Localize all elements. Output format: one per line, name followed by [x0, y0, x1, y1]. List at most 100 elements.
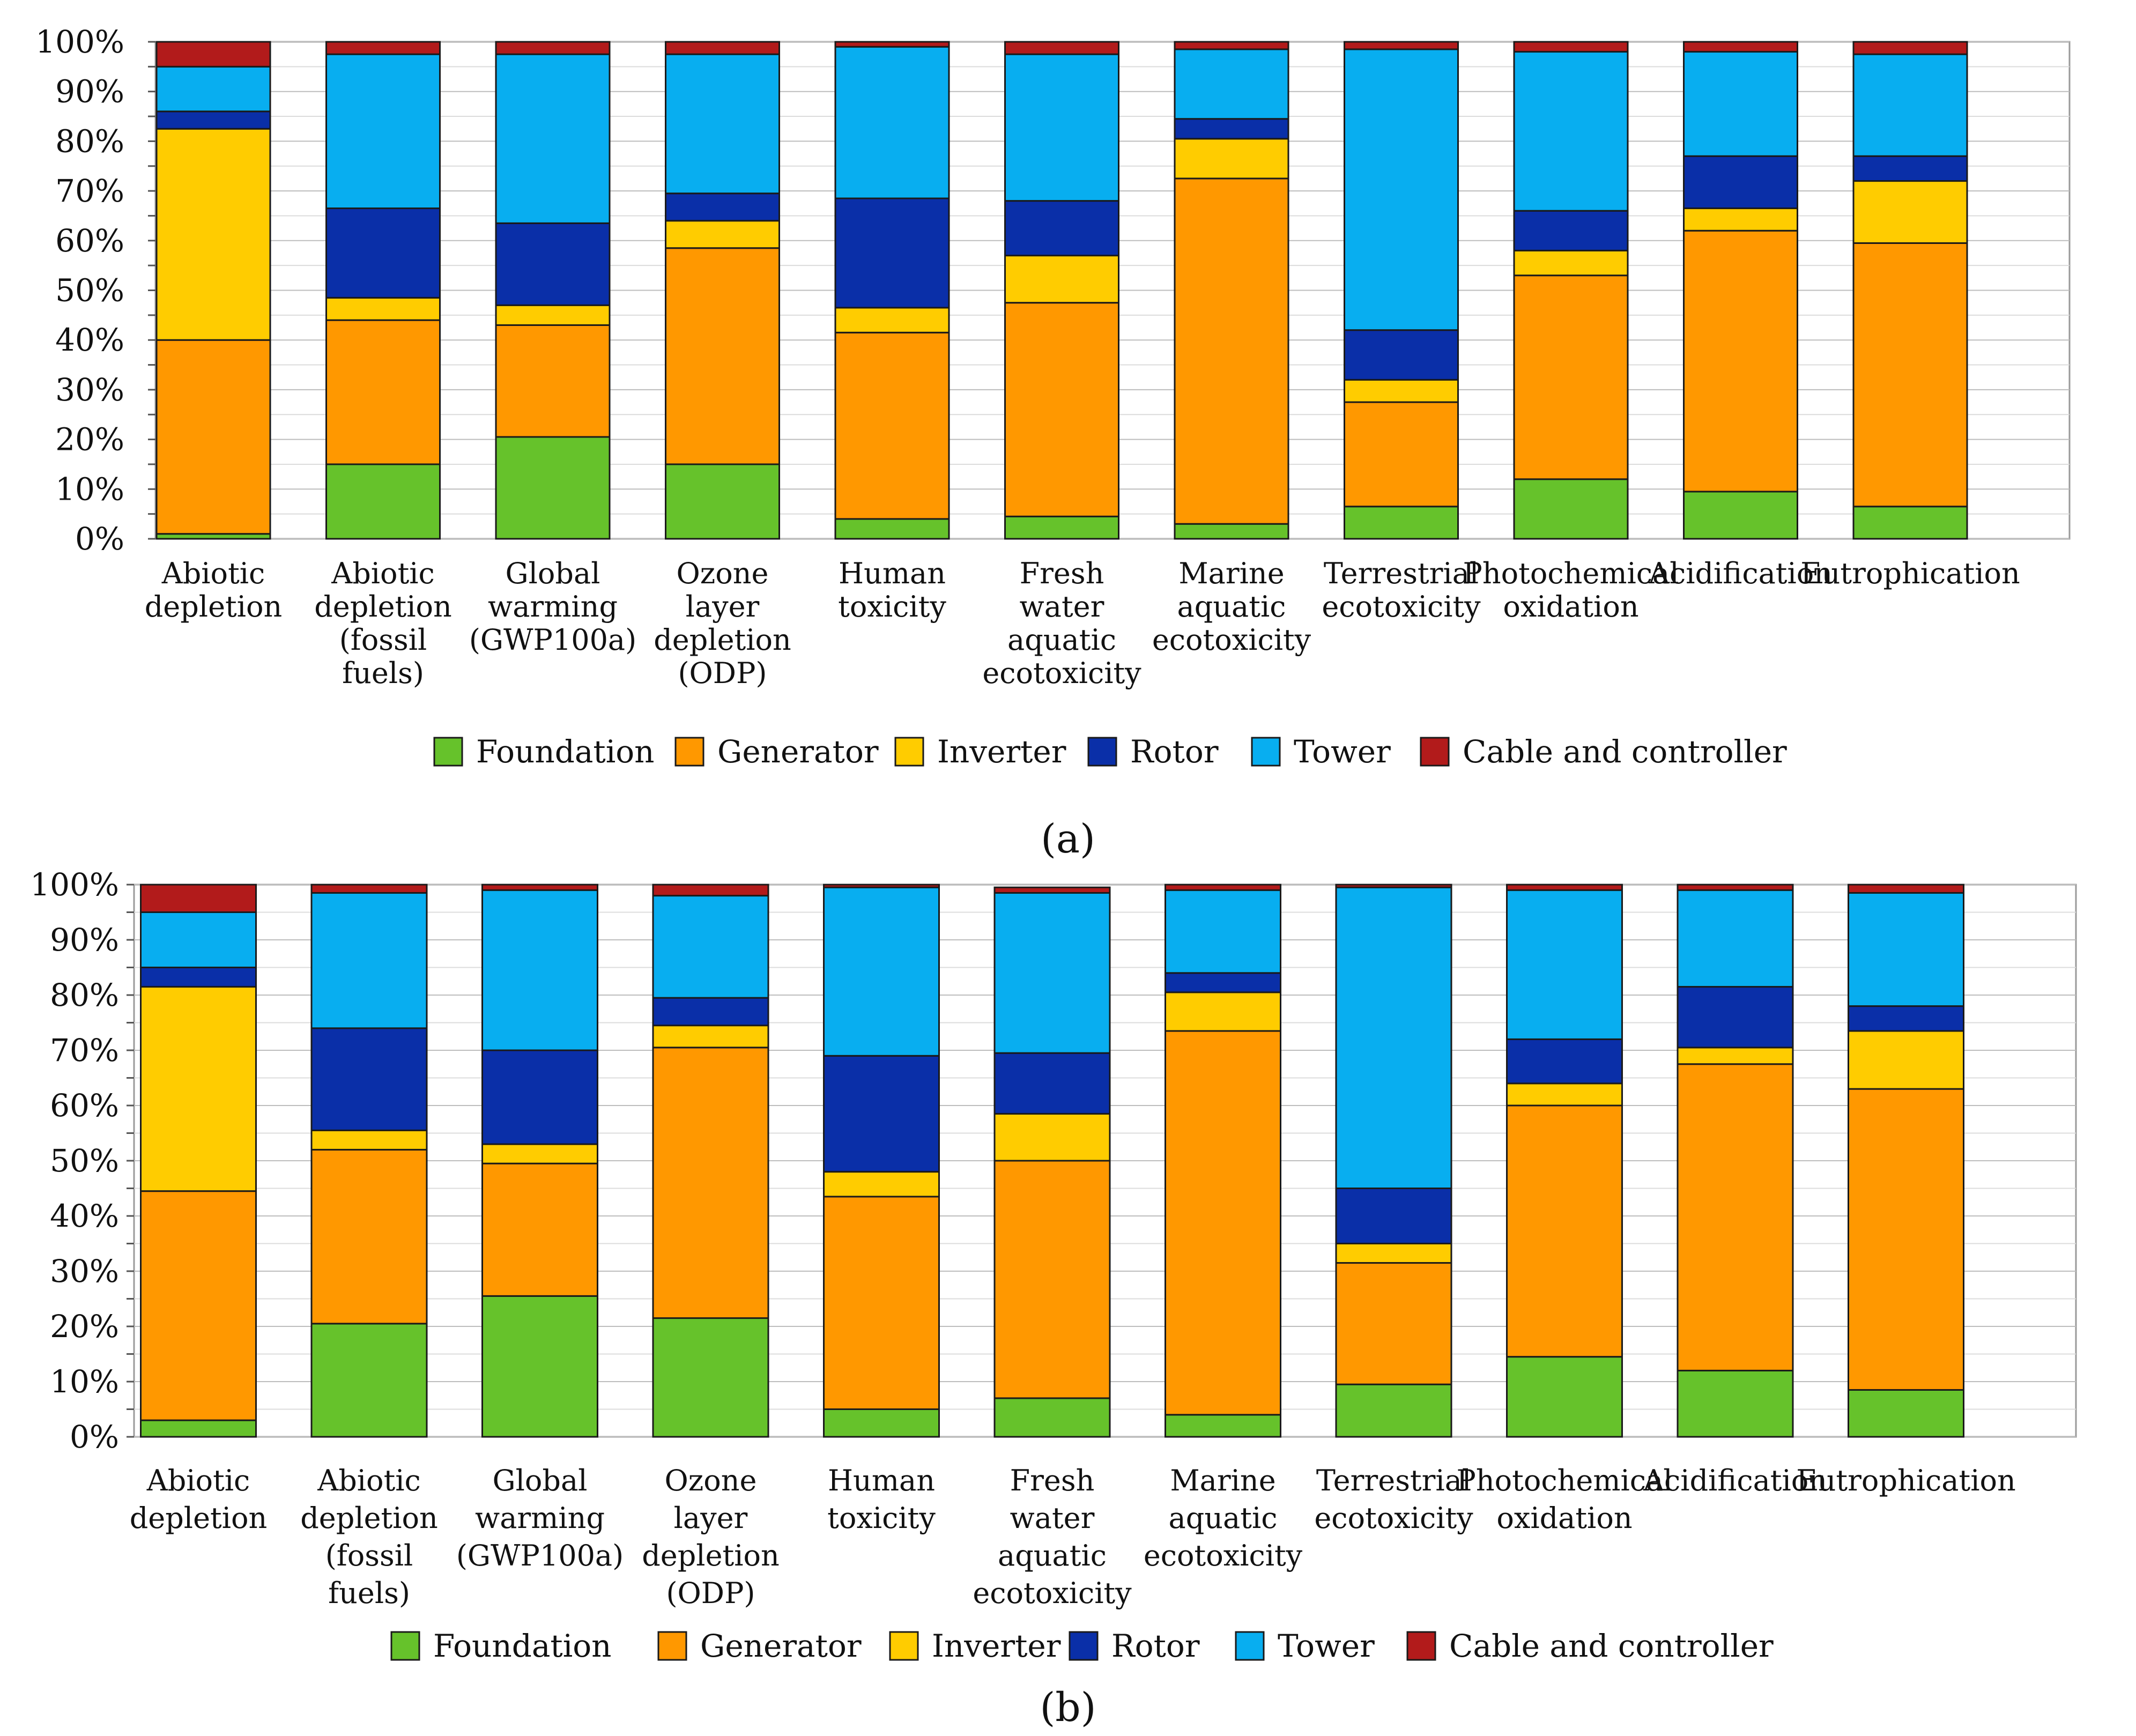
bar-segment-cable-and-controller [1335, 884, 1452, 888]
y-tick-label: 60% [55, 222, 124, 259]
legend-label: Tower [1294, 733, 1391, 770]
y-tick-label: 90% [55, 73, 124, 110]
bar-segment-rotor [155, 110, 271, 130]
bar-segment-cable-and-controller [1174, 41, 1289, 50]
y-tick-label: 0% [75, 521, 124, 557]
bar-segment-cable-and-controller [1683, 41, 1798, 53]
bar-segment-foundation [310, 1323, 428, 1438]
y-tick-label: 20% [55, 421, 124, 458]
y-tick-label: 40% [55, 322, 124, 358]
bar-segment-foundation [1506, 1356, 1623, 1438]
bar-segment-tower [1004, 53, 1119, 202]
bar-segment-cable-and-controller [140, 884, 257, 913]
y-tick-label: 80% [55, 123, 124, 159]
bar-segment-tower [1165, 889, 1281, 974]
bar-segment-rotor [140, 967, 257, 988]
bar-segment-rotor [495, 222, 611, 306]
bar-segment-inverter [665, 220, 780, 249]
panel-label: (a) [1041, 816, 1095, 862]
bar-segment-generator [1335, 1262, 1452, 1385]
legend-swatch [1235, 1631, 1265, 1661]
legend-swatch [1069, 1631, 1099, 1661]
bar-segment-inverter [1677, 1047, 1794, 1065]
bar-segment-generator [1004, 302, 1119, 517]
bar-segment-tower [823, 886, 940, 1057]
bar-segment-rotor [993, 1052, 1111, 1115]
bar-segment-generator [1174, 177, 1289, 525]
legend-swatch [1087, 737, 1117, 767]
legend-label: Generator [700, 1628, 862, 1664]
legend-label: Inverter [937, 733, 1066, 770]
y-tick-label: 10% [55, 471, 124, 507]
x-category-label: Abiotic depletion [130, 1464, 268, 1535]
bar-segment-rotor [652, 997, 769, 1027]
bar-segment-foundation [823, 1408, 940, 1438]
bar-segment-rotor [834, 197, 950, 309]
y-tick-label: 10% [50, 1363, 119, 1400]
bar-segment-foundation [495, 436, 611, 540]
bar-segment-inverter [155, 128, 271, 341]
x-category-label: Abiotic depletion (fossil fuels) [300, 1464, 438, 1610]
bar-segment-tower [1335, 886, 1452, 1189]
bar-segment-inverter [1165, 991, 1281, 1032]
bar-segment-foundation [834, 518, 950, 540]
bar-segment-generator [1506, 1104, 1623, 1358]
bar-segment-cable-and-controller [1848, 884, 1964, 894]
bar-segment-cable-and-controller [834, 41, 950, 48]
bar-segment-foundation [1683, 491, 1798, 540]
y-tick-label: 50% [55, 272, 124, 309]
legend-label: Inverter [932, 1628, 1061, 1664]
bar-segment-tower [1677, 889, 1794, 988]
bar-segment-generator [495, 324, 611, 438]
x-category-label: Terrestrial ecotoxicity [1314, 1464, 1473, 1535]
bar-segment-cable-and-controller [652, 884, 769, 897]
bar-segment-cable-and-controller [1506, 884, 1623, 891]
legend-swatch [1406, 1631, 1436, 1661]
y-tick-label: 30% [55, 372, 124, 408]
x-category-label: Eutrophication [1796, 1464, 2016, 1497]
legend-label: Rotor [1130, 733, 1219, 770]
bar-segment-tower [1344, 48, 1459, 331]
bar-segment-cable-and-controller [665, 41, 780, 55]
bar-segment-inverter [481, 1143, 598, 1164]
bar-segment-inverter [834, 307, 950, 333]
bar-segment-inverter [1174, 138, 1289, 180]
x-category-label: Abiotic depletion [145, 557, 283, 624]
bar-segment-inverter [1506, 1082, 1623, 1107]
y-tick-label: 20% [50, 1308, 119, 1345]
bar-segment-generator [652, 1047, 769, 1319]
bar-segment-tower [1506, 889, 1623, 1040]
y-tick-label: 60% [50, 1087, 119, 1124]
legend-swatch [1420, 737, 1450, 767]
bar-segment-inverter [310, 1129, 428, 1151]
x-category-label: Global warming (GWP100a) [469, 557, 636, 657]
bar-segment-cable-and-controller [1004, 41, 1119, 55]
y-tick-label: 40% [50, 1198, 119, 1234]
bar-segment-inverter [495, 304, 611, 326]
bar-segment-generator [1344, 401, 1459, 508]
legend-label: Cable and controller [1449, 1628, 1774, 1664]
legend-swatch [1251, 737, 1281, 767]
y-tick-label: 90% [50, 922, 119, 958]
bar-segment-rotor [310, 1027, 428, 1131]
bar-segment-rotor [1848, 1005, 1964, 1032]
x-category-label: Abiotic depletion (fossil fuels) [314, 557, 452, 690]
bar-segment-cable-and-controller [993, 886, 1111, 894]
bar-segment-tower [481, 889, 598, 1051]
bar-segment-cable-and-controller [1677, 884, 1794, 891]
x-category-label: Global warming (GWP100a) [456, 1464, 624, 1572]
bar-segment-generator [665, 247, 780, 465]
legend-label: Cable and controller [1463, 733, 1787, 770]
bar-segment-foundation [1677, 1369, 1794, 1438]
bar-segment-foundation [1165, 1414, 1281, 1438]
bar-segment-generator [1848, 1088, 1964, 1391]
bar-segment-foundation [1344, 506, 1459, 540]
bar-segment-tower [1848, 892, 1964, 1007]
bar-segment-generator [140, 1190, 257, 1421]
bar-segment-generator [1513, 275, 1629, 480]
bar-segment-generator [155, 339, 271, 535]
bar-segment-tower [310, 892, 428, 1029]
x-category-label: Marine aquatic ecotoxicity [1152, 557, 1311, 657]
